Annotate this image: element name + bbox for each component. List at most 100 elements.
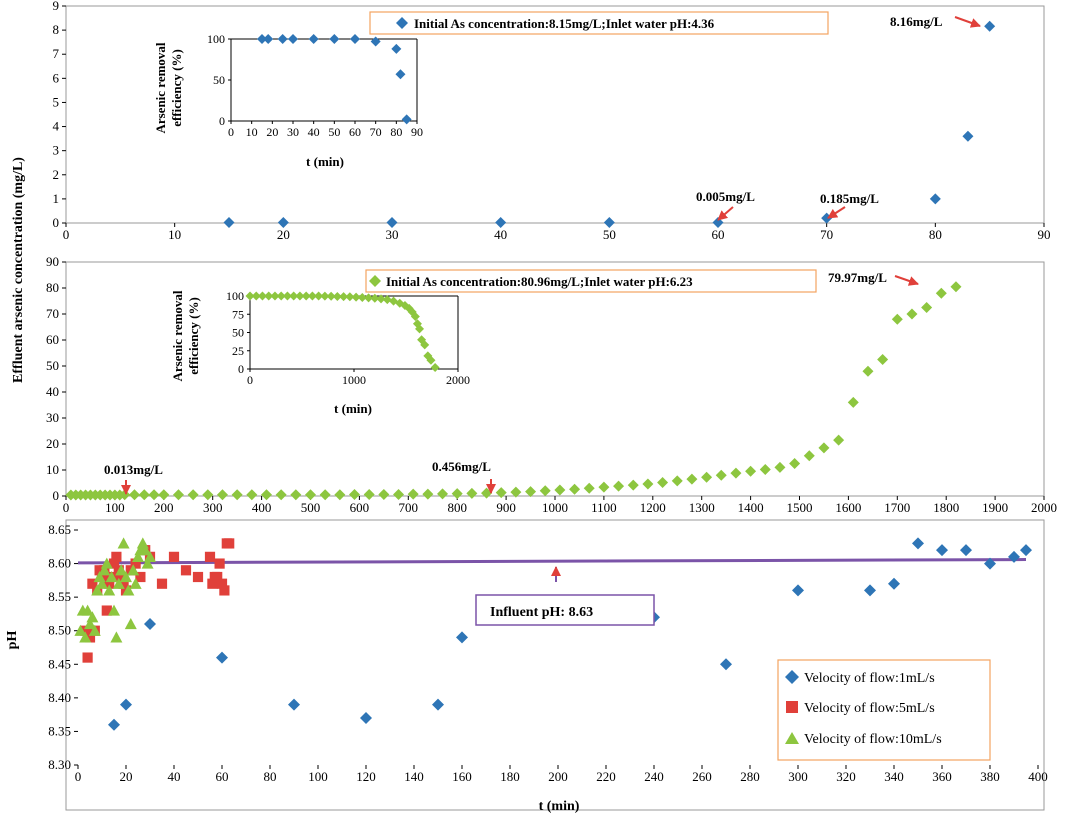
panel3-point-1mL bbox=[888, 577, 900, 590]
panel3-y-tick-label: 8.50 bbox=[48, 623, 71, 638]
panel1-data-point bbox=[386, 217, 398, 229]
panel2-inset-y-tick-label: 100 bbox=[226, 289, 244, 303]
panel1-inset-x-tick-label: 40 bbox=[308, 125, 320, 139]
panel2-data-point bbox=[745, 465, 757, 477]
panel2-x-tick-label: 100 bbox=[105, 500, 125, 515]
panel2-y-tick-label: 10 bbox=[46, 462, 59, 477]
panel2-data-point bbox=[437, 488, 449, 500]
panel-3: 0 20 40 60 80 100 120 140 160 180 200 220 240 260 280 3… bbox=[5, 519, 1048, 814]
panel3-point-10mL bbox=[112, 577, 125, 589]
panel2-data-point bbox=[260, 489, 272, 501]
panel2-data-point bbox=[138, 489, 150, 501]
panel2-data-point bbox=[202, 489, 214, 501]
panel3-point-10mL bbox=[108, 604, 120, 616]
panel3-point-1mL bbox=[360, 712, 372, 724]
panel2-inset-point bbox=[245, 291, 255, 301]
panel2-data-point bbox=[275, 489, 287, 501]
panel3-x-tick-label: 320 bbox=[836, 769, 856, 784]
panel2-legend-text: Initial As concentration:80.96mg/L;Inlet… bbox=[386, 274, 693, 289]
panel2-inset-ylabel-1: Arsenic removal bbox=[170, 290, 185, 381]
panel1-inset-point bbox=[308, 34, 319, 44]
influent-label-box bbox=[475, 594, 655, 626]
panel1-inset-x-tick-label: 80 bbox=[390, 125, 402, 139]
panel2-arrow-79.97 bbox=[894, 275, 919, 286]
panel1-inset-point bbox=[391, 43, 402, 54]
panel2-data-point bbox=[598, 481, 610, 493]
panel3-point-5mL bbox=[130, 558, 141, 569]
panel1-legend-marker bbox=[396, 17, 408, 29]
panel2-inset-point bbox=[251, 291, 261, 301]
panel1-inset-point bbox=[288, 34, 298, 44]
panel3-point-10mL bbox=[98, 564, 111, 576]
panel3-point-10mL bbox=[86, 611, 99, 623]
panel2-x-tick-label: 0 bbox=[63, 500, 70, 515]
panel3-point-10mL bbox=[132, 550, 144, 562]
panel2-inset-point bbox=[345, 292, 355, 302]
panel3-point-5mL bbox=[219, 585, 230, 596]
panel3-point-10mL bbox=[79, 631, 92, 643]
panel2-x-tick-label: 900 bbox=[496, 500, 516, 515]
panel3-point-5mL bbox=[111, 551, 122, 562]
panel1-inset-ylabel-2: efficiency (%) bbox=[169, 49, 184, 127]
panel3-point-10mL bbox=[127, 564, 140, 576]
panel1-y-tick-label: 0 bbox=[53, 215, 60, 230]
panel1-inset-point bbox=[277, 34, 288, 44]
panel3-point-1mL bbox=[792, 584, 804, 597]
panel2-data-point bbox=[715, 469, 727, 481]
panel2-data-point bbox=[833, 434, 845, 446]
panel2-inset-point bbox=[351, 292, 361, 302]
panel3-point-5mL bbox=[156, 578, 168, 589]
panel3-x-axis-label: t (min) bbox=[539, 799, 580, 814]
panel2-x-tick-label: 1200 bbox=[640, 500, 666, 515]
legend-marker-1mL bbox=[785, 670, 799, 684]
panel2-data-point bbox=[877, 354, 889, 365]
panel2-x-tick-label: 1600 bbox=[835, 500, 861, 515]
panel3-point-1mL bbox=[216, 651, 228, 664]
panel3-point-10mL bbox=[84, 618, 96, 630]
panel1-annotation-8.16: 8.16mg/L bbox=[890, 14, 943, 29]
panel3-point-1mL bbox=[936, 544, 948, 557]
panel3-point-10mL bbox=[74, 624, 87, 636]
panel3-point-5mL bbox=[212, 571, 223, 583]
panel1-inset-x-tick-label: 20 bbox=[266, 125, 278, 139]
panel1-legend-text: Initial As concentration:8.15mg/L;Inlet … bbox=[414, 16, 715, 31]
panel3-point-10mL bbox=[103, 584, 116, 596]
panel2-data-point bbox=[128, 489, 140, 501]
panel2-data-point bbox=[935, 287, 947, 299]
panel1-y-tick-label: 1 bbox=[53, 191, 60, 206]
panel3-point-10mL bbox=[91, 584, 104, 596]
panel1-inset-point bbox=[370, 36, 381, 47]
panel2-data-point bbox=[554, 484, 566, 496]
panel1-inset-xlabel: t (min) bbox=[306, 154, 344, 169]
panel-2: 0 100 200 300 400 500 600 700 800 900 1000 1100 1200… bbox=[46, 254, 1057, 515]
panel3-point-10mL bbox=[136, 537, 149, 549]
panel3-x-tick-label: 120 bbox=[356, 769, 376, 784]
panel1-plot-frame bbox=[65, 5, 1045, 224]
panel2-data-point bbox=[701, 471, 713, 483]
panel3-point-1mL bbox=[288, 698, 300, 711]
panel2-inset-point bbox=[257, 291, 267, 301]
panel2-x-tick-label: 1300 bbox=[689, 500, 715, 515]
panel2-inset-point bbox=[370, 293, 380, 303]
panel1-inset-y-tick-label: 100 bbox=[207, 32, 225, 46]
panel1-x-tick-label: 80 bbox=[929, 227, 942, 242]
panel3-y-tick-label: 8.60 bbox=[48, 556, 71, 571]
panel3-y-tick-label: 8.30 bbox=[48, 757, 71, 772]
panel1-x-tick-label: 0 bbox=[63, 227, 70, 242]
panel3-y-tick-label: 8.40 bbox=[48, 690, 71, 705]
panel2-data-point bbox=[466, 487, 478, 499]
panel3-point-5mL bbox=[168, 551, 180, 562]
panel2-data-point bbox=[657, 476, 669, 488]
panel1-inset-y-tick-label: 0 bbox=[219, 114, 225, 128]
panel1-x-tick-label: 20 bbox=[277, 227, 290, 242]
panel2-data-point bbox=[789, 458, 801, 469]
panel1-inset-y-tick-label: 50 bbox=[213, 73, 225, 87]
panel3-point-10mL bbox=[105, 571, 118, 583]
panel2-data-point bbox=[583, 482, 595, 494]
panel2-data-point bbox=[847, 396, 859, 408]
panel2-data-point bbox=[818, 442, 830, 454]
panel3-point-1mL bbox=[432, 698, 444, 711]
panel2-data-point bbox=[187, 489, 199, 501]
panel2-y-tick-label: 20 bbox=[46, 436, 59, 451]
panel3-point-1mL bbox=[144, 618, 156, 630]
